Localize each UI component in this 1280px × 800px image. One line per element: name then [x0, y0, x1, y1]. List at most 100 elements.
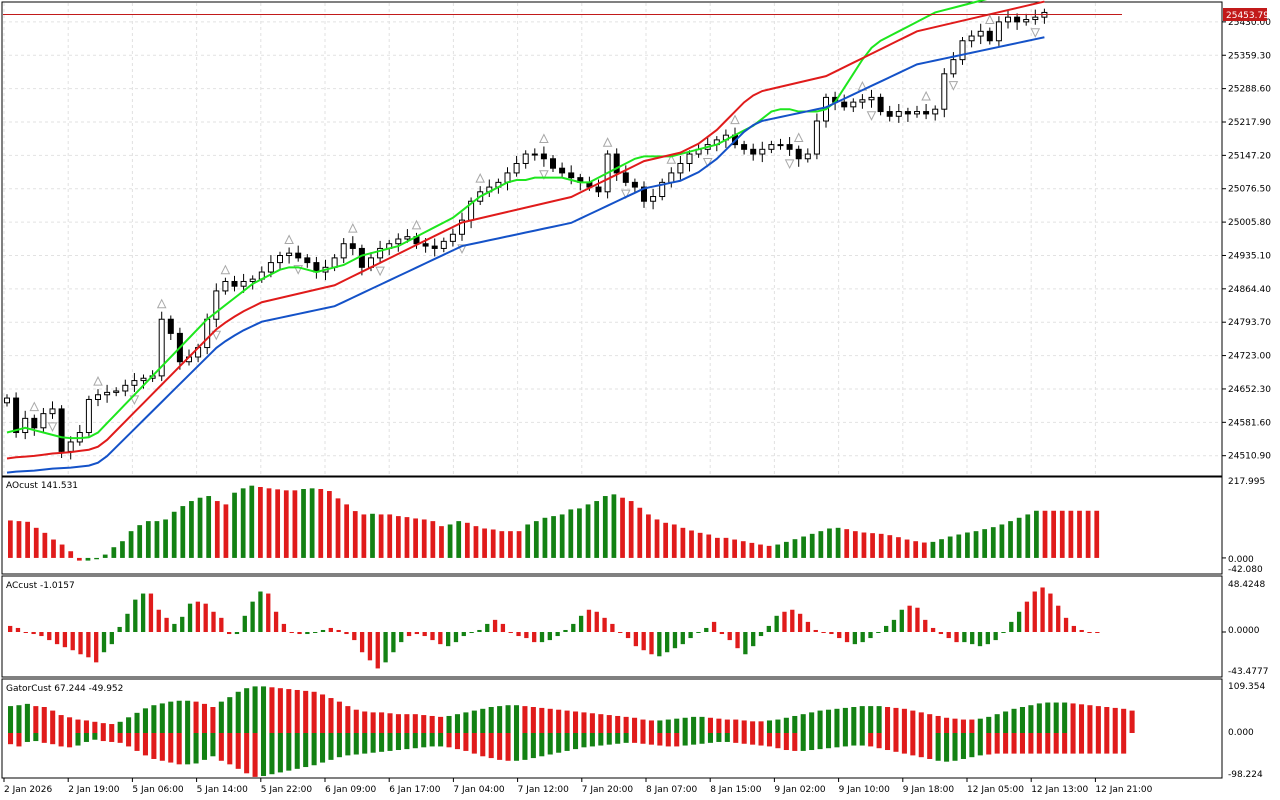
- price-pane-frame: [1, 1, 1223, 477]
- histogram-bar: [171, 511, 177, 558]
- histogram-bar: [367, 632, 373, 661]
- candle-body: [13, 397, 20, 434]
- histogram-bar: [359, 632, 365, 653]
- gator-lower-bar: [1019, 732, 1025, 754]
- price-tick-label: 24864.40: [1228, 285, 1271, 295]
- histogram-bar: [404, 517, 410, 558]
- candle-body: [167, 318, 174, 334]
- candle-body: [104, 391, 111, 396]
- gator-lower-bar: [126, 732, 132, 747]
- gator-lower-bar: [707, 732, 713, 743]
- gator-lower-bar: [41, 732, 47, 743]
- histogram-bar: [234, 632, 240, 635]
- histogram-bar: [47, 632, 52, 641]
- gator-lower-bar: [151, 732, 157, 759]
- ac-pane-frame: [1, 575, 1223, 678]
- gator-lower-bar: [910, 732, 916, 756]
- histogram-bar: [947, 536, 953, 558]
- gator-lower-bar: [615, 732, 621, 744]
- histogram-bar: [663, 522, 669, 558]
- gator-axis-bottom: -98.224: [1228, 770, 1263, 780]
- histogram-bar: [76, 557, 82, 561]
- gator-upper-bar: [556, 709, 562, 733]
- histogram-bar: [1024, 601, 1030, 633]
- gator-lower-bar: [1062, 732, 1068, 754]
- gator-lower-bar: [497, 732, 503, 760]
- gator-upper-bar: [1104, 707, 1110, 733]
- gator-upper-bar: [387, 713, 393, 733]
- gator-upper-bar: [362, 711, 368, 733]
- histogram-bar: [805, 621, 811, 633]
- fractal-down-icon: [784, 159, 795, 170]
- gator-upper-bar: [724, 719, 730, 733]
- histogram-bar: [240, 488, 246, 558]
- gator-upper-bar: [1062, 702, 1068, 733]
- histogram-bar: [289, 632, 294, 634]
- time-tick-label: 6 Jan 09:00: [325, 785, 377, 795]
- candle-body: [358, 247, 365, 268]
- candle-body: [1023, 19, 1030, 23]
- gator-lower-bar: [750, 732, 756, 745]
- histogram-bar: [870, 533, 875, 558]
- gator-lower-bar: [539, 732, 545, 757]
- gator-lower-bar: [809, 732, 815, 751]
- histogram-bar: [829, 632, 834, 635]
- gator-upper-bar: [944, 717, 950, 733]
- gator-upper-bar: [885, 707, 891, 733]
- gator-upper-bar: [564, 710, 570, 733]
- histogram-bar: [154, 521, 160, 558]
- histogram-bar: [275, 489, 281, 558]
- gator-lower-bar: [640, 732, 646, 744]
- histogram-bar: [1008, 521, 1013, 558]
- gator-upper-bar: [750, 721, 756, 733]
- candle-body: [40, 413, 47, 429]
- gator-lower-bar: [336, 732, 342, 758]
- histogram-bar: [555, 632, 560, 637]
- candle-body: [777, 144, 784, 147]
- histogram-bar: [1094, 510, 1100, 558]
- gator-upper-bar: [345, 706, 351, 733]
- histogram-bar: [727, 632, 732, 641]
- gator-lower-bar: [581, 732, 587, 748]
- gator-lower-bar: [792, 732, 798, 751]
- gator-axis-top: 109.354: [1228, 682, 1265, 692]
- gator-lower-bar: [227, 732, 233, 765]
- gator-lower-bar: [218, 732, 224, 761]
- histogram-bar: [145, 521, 151, 558]
- histogram-bar: [128, 531, 134, 558]
- histogram-bar: [594, 501, 600, 558]
- histogram-bar: [336, 629, 341, 633]
- gator-upper-bar: [193, 701, 199, 733]
- histogram-bar: [140, 593, 146, 633]
- gator-upper-bar: [674, 718, 680, 733]
- histogram-bar: [378, 514, 384, 558]
- price-tick-label: 25359.30: [1228, 51, 1271, 61]
- gator-lower-bar: [446, 732, 452, 748]
- gator-lower-bar: [75, 732, 81, 746]
- gator-upper-bar: [429, 715, 435, 733]
- gator-upper-bar: [606, 715, 612, 733]
- gator-lower-bar: [960, 732, 966, 759]
- histogram-bar: [1087, 632, 1092, 634]
- histogram-bar: [956, 534, 962, 558]
- histogram-bar: [492, 619, 498, 633]
- histogram-bar: [292, 490, 298, 558]
- gator-histogram: [8, 686, 1135, 777]
- histogram-bar: [111, 547, 117, 558]
- histogram-bar: [469, 632, 474, 634]
- gator-upper-bar: [227, 697, 233, 733]
- histogram-bar: [156, 609, 161, 633]
- gator-upper-bar: [109, 724, 115, 733]
- histogram-bar: [680, 632, 685, 645]
- histogram-bar: [227, 632, 232, 635]
- candle-body: [422, 243, 429, 247]
- gator-upper-bar: [986, 716, 992, 733]
- histogram-bar: [1001, 632, 1006, 634]
- gator-lower-bar: [1121, 732, 1127, 754]
- candle-body: [122, 384, 129, 392]
- histogram-bar: [361, 514, 367, 558]
- histogram-bar: [775, 544, 781, 558]
- histogram-bar: [539, 632, 545, 643]
- histogram-bar: [837, 632, 842, 639]
